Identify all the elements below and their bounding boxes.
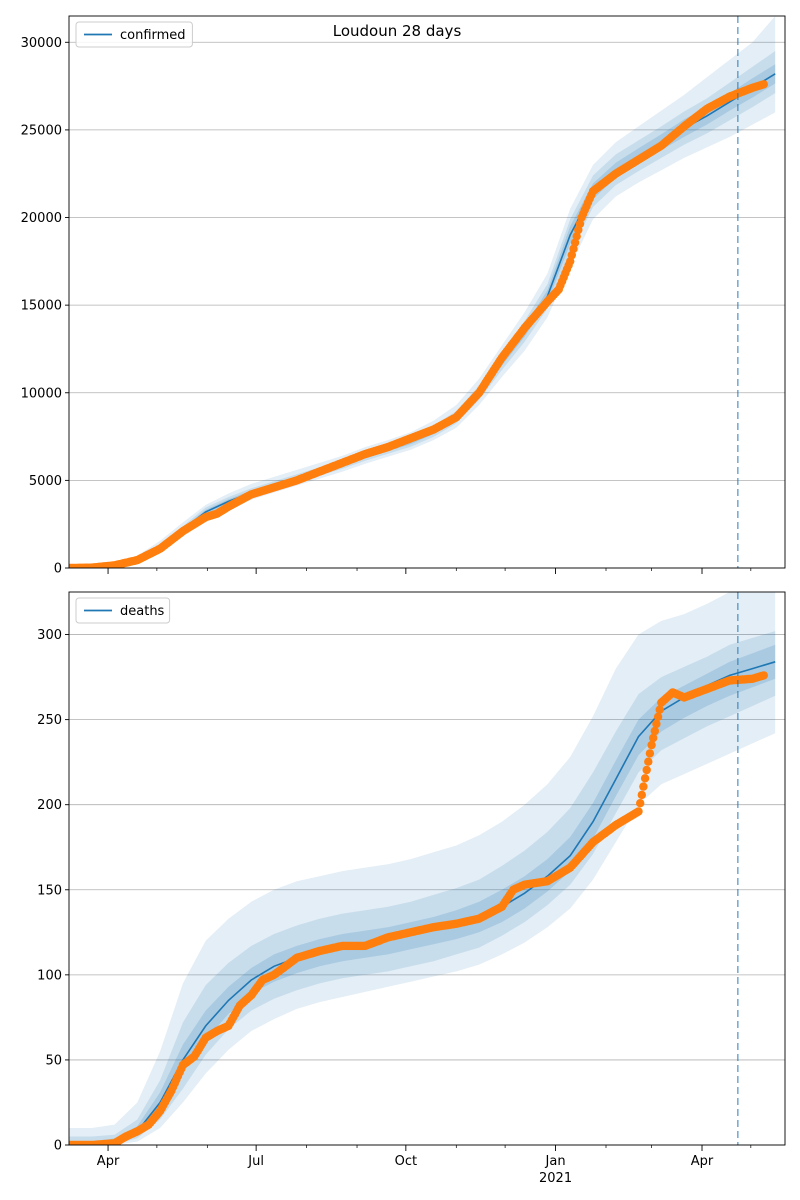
legend: deaths <box>75 597 171 624</box>
x-tick-label: Apr <box>691 1154 714 1169</box>
band-outer <box>69 592 776 1145</box>
x-tick-label: Oct <box>395 1154 417 1169</box>
legend-box <box>75 597 171 624</box>
data-point <box>647 740 656 750</box>
data-point <box>639 782 648 791</box>
data-point <box>570 238 580 247</box>
y-tick-label: 0 <box>54 1139 62 1154</box>
chart-title: Loudoun 28 days <box>333 22 462 40</box>
y-tick-label: 250 <box>37 713 62 728</box>
band-middle <box>69 51 776 568</box>
data-point <box>650 726 659 736</box>
x-tick-year-label: 2021 <box>539 1171 572 1186</box>
legend-box <box>75 21 193 48</box>
plot-area <box>69 592 776 1145</box>
y-tick-label: 300 <box>37 628 62 643</box>
data-point <box>652 719 661 729</box>
data-point <box>636 799 645 808</box>
data-point <box>653 712 663 721</box>
observed-points <box>69 671 768 1145</box>
data-point <box>642 765 651 775</box>
plot-area <box>69 16 776 568</box>
deaths-panel: 0 50 100 150 200 250 300 Apr Jul Oct Jan Apr 2021 dea… <box>37 591 786 1186</box>
band-middle <box>69 631 776 1145</box>
legend-label: deaths <box>120 604 165 619</box>
y-tick-label: 200 <box>37 798 62 813</box>
data-point <box>645 749 655 758</box>
data-point <box>567 250 576 260</box>
y-tick-label: 10000 <box>21 386 62 401</box>
data-point <box>649 733 658 743</box>
data-point <box>759 80 768 89</box>
axes-frame <box>68 15 786 569</box>
y-tick-label: 50 <box>45 1053 62 1068</box>
data-point <box>640 774 650 783</box>
y-tick-label: 150 <box>37 883 62 898</box>
data-point <box>634 807 643 816</box>
x-tick-label: Jan <box>545 1154 566 1169</box>
confirmed-panel: 0 5000 10000 15000 20000 25000 30000 confirmed <box>21 15 786 577</box>
y-tick-label: 100 <box>37 968 62 983</box>
data-point <box>572 232 581 241</box>
x-tick-label: Apr <box>97 1154 120 1169</box>
y-tick-label: 15000 <box>21 299 62 314</box>
legend-label: confirmed <box>120 28 186 43</box>
x-tick-label: Jul <box>247 1154 264 1169</box>
y-tick-label: 0 <box>54 562 62 577</box>
band-inner <box>69 644 776 1145</box>
data-point <box>644 757 653 766</box>
legend: confirmed <box>75 21 193 48</box>
data-point <box>759 671 768 680</box>
y-tick-label: 30000 <box>21 36 62 51</box>
y-tick-label: 20000 <box>21 211 62 226</box>
y-tick-label: 5000 <box>29 474 62 489</box>
data-point <box>637 790 646 800</box>
y-tick-label: 25000 <box>21 123 62 138</box>
axes-frame <box>68 591 786 1146</box>
data-point <box>655 705 664 714</box>
observed-points <box>69 80 768 568</box>
data-point <box>575 219 585 228</box>
